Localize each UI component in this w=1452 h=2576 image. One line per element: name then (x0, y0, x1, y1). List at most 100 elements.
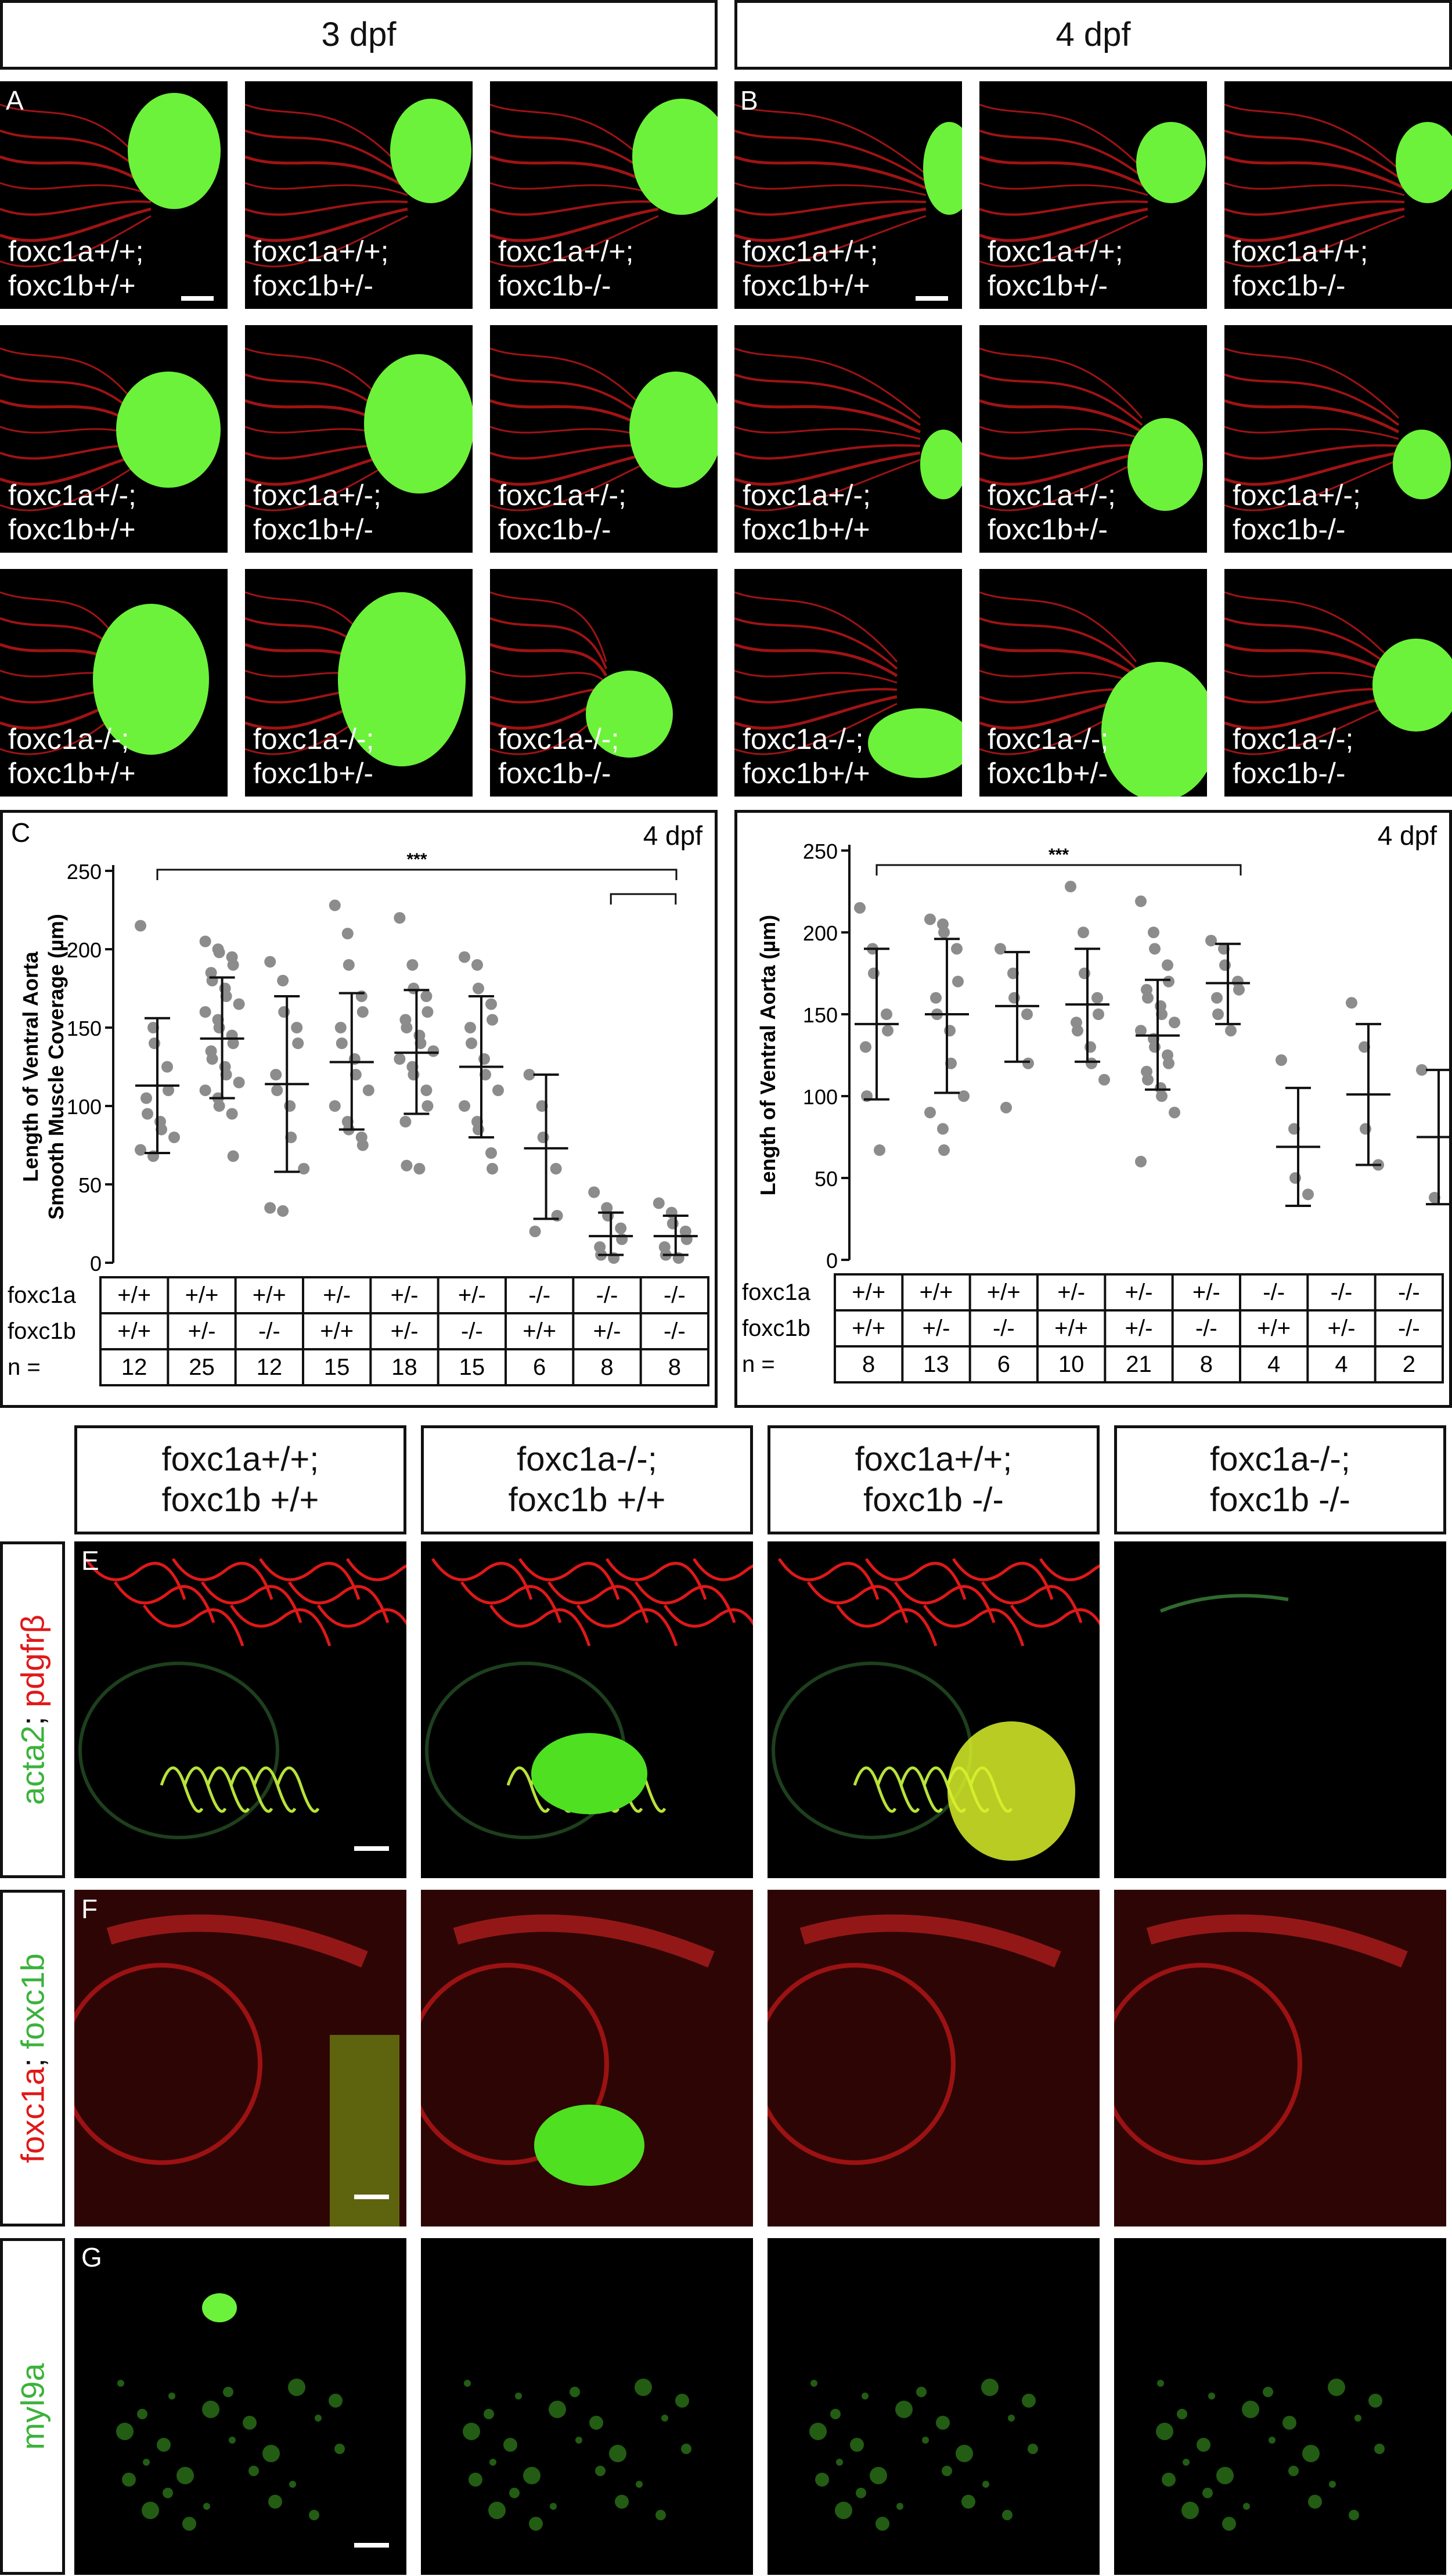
table-cell: 8 (600, 1354, 613, 1380)
header-4dpf: 4 dpf (734, 0, 1452, 70)
micrograph-render (245, 591, 466, 766)
signal-spot (116, 2423, 134, 2440)
y-tick-label: 50 (78, 1173, 102, 1197)
data-point (471, 959, 483, 971)
table-cell: -/- (1398, 1316, 1420, 1341)
table-cell: +/- (391, 1282, 419, 1308)
heart-blob (531, 1733, 647, 1814)
data-point (227, 959, 239, 971)
genotype-label-a: foxc1a+/-; (253, 479, 381, 511)
col-header-4: foxc1a-/-; foxc1b -/- (1114, 1425, 1446, 1534)
data-point (421, 1100, 434, 1112)
data-point (206, 1053, 218, 1065)
genotype-label: foxc1a+/-; foxc1b-/- (1233, 478, 1361, 547)
y-axis-label: Length of Ventral Aorta (19, 951, 42, 1182)
data-point (930, 992, 942, 1004)
table-cell: -/- (664, 1318, 686, 1344)
data-point (1302, 1188, 1314, 1201)
table-cell: +/- (323, 1282, 351, 1308)
data-point (1021, 1008, 1033, 1020)
table-cell: -/- (258, 1318, 280, 1344)
signal-spot (163, 2488, 173, 2498)
genotype-label-a: foxc1a+/+; (743, 235, 878, 268)
vessel-stroke (460, 1581, 562, 1623)
table-cell: 12 (257, 1354, 283, 1380)
signal-spot (681, 2444, 691, 2454)
micrograph-render (116, 2293, 345, 2531)
table-cell: -/- (1398, 1280, 1420, 1305)
scale-bar (354, 1846, 389, 1851)
signal-spot (922, 2437, 929, 2444)
genotype-tile-image: foxc1a-/-; foxc1b+/- (245, 569, 473, 797)
data-point (1346, 997, 1357, 1009)
arch-stroke (183, 1766, 227, 1813)
genotype-label: foxc1a-/-; foxc1b+/- (988, 722, 1108, 791)
signal-spot (1002, 2510, 1013, 2520)
panel-letter: A (6, 85, 24, 116)
data-point (420, 1085, 433, 1096)
data-point (199, 935, 211, 947)
vessel-stroke (923, 1604, 1025, 1647)
data-point (951, 943, 963, 955)
y-tick-label: 200 (67, 938, 102, 962)
vessel-stroke (489, 1604, 591, 1647)
genotype-label-b: foxc1b+/- (253, 269, 374, 302)
table-cell: +/+ (320, 1318, 354, 1344)
micrograph-render (1114, 1890, 1446, 2226)
data-point (329, 1100, 341, 1112)
data-point (473, 982, 484, 995)
signal-spot (289, 2481, 296, 2488)
table-cell: +/+ (253, 1282, 286, 1308)
chart-d-svg: 4 dpf 0 50 100 150 200 250 Length of Ventral Ao… (742, 820, 1449, 1384)
y-tick-label: 0 (826, 1249, 838, 1273)
data-point (421, 1006, 434, 1018)
data-point (529, 1226, 541, 1237)
genotype-label: foxc1a+/-; foxc1b+/- (253, 478, 381, 547)
signal-spot (1022, 2394, 1036, 2408)
data-point (264, 1202, 276, 1214)
signal-spot (143, 2459, 150, 2466)
signal-spot (1197, 2438, 1210, 2452)
data-point (1233, 983, 1245, 996)
y-tick-label: 100 (803, 1085, 838, 1109)
genotype-label-b: foxc1b-/- (1233, 757, 1346, 790)
genotype-label-b: foxc1b+/- (253, 513, 374, 546)
table-cell: +/+ (852, 1316, 885, 1341)
data-point (854, 902, 866, 914)
data-point (1416, 1064, 1428, 1076)
signal-spot (1208, 2393, 1215, 2400)
table-row-label: n = (8, 1354, 41, 1380)
genotype-label: foxc1a+/+; foxc1b+/+ (743, 235, 878, 303)
table-cell: +/- (1192, 1280, 1220, 1305)
vessel-stroke (113, 1581, 215, 1623)
data-point (199, 1006, 211, 1018)
vessel-stroke (952, 1558, 1054, 1600)
y-tick-label: 50 (815, 1167, 838, 1191)
genotype-label-a: foxc1a+/+; (988, 235, 1123, 268)
expression-image (768, 1541, 1100, 1878)
eye-outline (78, 1662, 279, 1839)
signal-spot (288, 2379, 305, 2396)
data-point (1163, 1057, 1174, 1069)
data-point (1156, 1090, 1168, 1102)
signal-spot (1354, 2415, 1361, 2422)
data-point (168, 1132, 180, 1143)
signal-spot (509, 2488, 520, 2498)
data-point (1135, 1155, 1147, 1168)
data-point (882, 1025, 893, 1037)
genotype-tile-image: foxc1a+/-; foxc1b+/- (979, 325, 1207, 553)
significance-bracket (156, 869, 678, 880)
data-point (401, 1159, 413, 1172)
data-point (1065, 881, 1076, 893)
table-cell: 15 (324, 1354, 350, 1380)
signal-spot (815, 2473, 829, 2487)
signal-spot (961, 2495, 975, 2509)
signal-spot (655, 2510, 666, 2520)
vessel-stroke (1039, 1558, 1100, 1581)
table-cell: 18 (391, 1354, 417, 1380)
data-point (135, 920, 146, 932)
eye-outline (768, 1963, 956, 2165)
signal-spot (1008, 2415, 1015, 2422)
header-3dpf: 3 dpf (0, 0, 718, 70)
genotype-label-a: foxc1a-/-; (743, 723, 864, 755)
